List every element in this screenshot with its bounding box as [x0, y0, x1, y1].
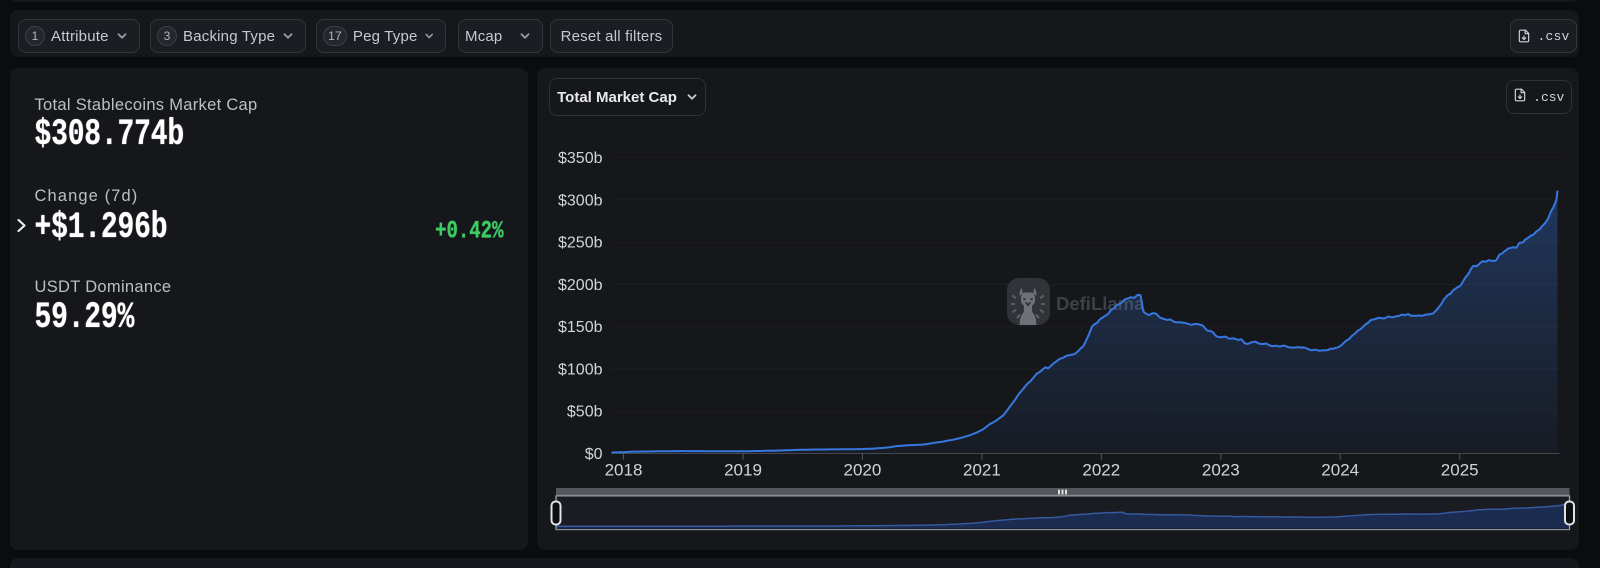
svg-text:2021: 2021: [963, 461, 1001, 480]
svg-text:2023: 2023: [1202, 461, 1240, 480]
svg-text:2018: 2018: [605, 461, 643, 480]
svg-text:$50b: $50b: [567, 404, 603, 421]
svg-text:$350b: $350b: [558, 150, 603, 167]
svg-text:$100b: $100b: [558, 362, 603, 379]
svg-text:2020: 2020: [843, 461, 881, 480]
svg-text:2025: 2025: [1441, 461, 1479, 480]
svg-text:2022: 2022: [1082, 461, 1120, 480]
svg-text:$300b: $300b: [558, 192, 603, 209]
svg-text:2019: 2019: [724, 461, 762, 480]
svg-text:2024: 2024: [1321, 461, 1359, 480]
svg-text:$150b: $150b: [558, 319, 603, 336]
svg-text:$250b: $250b: [558, 235, 603, 252]
svg-text:$200b: $200b: [558, 277, 603, 294]
svg-text:$0: $0: [585, 446, 603, 463]
